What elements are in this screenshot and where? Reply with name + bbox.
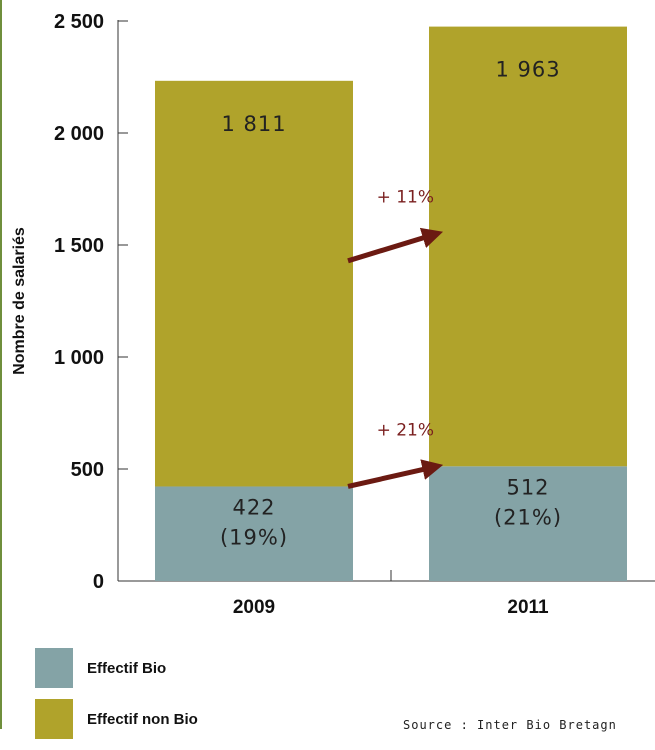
y-tick-label: 2 500 xyxy=(54,11,104,33)
data-label: 512 xyxy=(506,475,549,499)
y-tick-label: 2 000 xyxy=(54,123,104,145)
legend-label-bio: Effectif Bio xyxy=(87,659,167,677)
growth-arrow xyxy=(347,227,444,264)
growth-label: + 11% xyxy=(377,188,434,208)
x-category-label: 2011 xyxy=(507,597,549,618)
growth-arrow xyxy=(347,459,444,489)
stacked-bar-chart: 0 500 1 000 1 500 2 000 2 500 Nombre de salari… xyxy=(11,11,655,618)
legend-label-non-bio: Effectif non Bio xyxy=(87,710,198,728)
source-note: Source : Inter Bio Bretagn xyxy=(403,718,617,732)
y-tick-label: 0 xyxy=(93,571,104,593)
data-label: 1 963 xyxy=(495,58,560,82)
y-tick-label: 1 500 xyxy=(54,235,104,257)
left-border-rule xyxy=(0,0,2,729)
data-label: (19%) xyxy=(220,525,288,549)
legend-item-non-bio: Effectif non Bio xyxy=(35,699,198,739)
data-label: 1 811 xyxy=(221,112,286,136)
y-tick-label: 1 000 xyxy=(54,347,104,369)
legend-item-bio: Effectif Bio xyxy=(35,648,198,688)
bar-segment xyxy=(155,80,353,487)
bar-segment xyxy=(155,486,353,581)
data-label: 422 xyxy=(232,495,275,519)
y-axis-label: Nombre de salariés xyxy=(11,227,28,375)
legend-swatch-bio xyxy=(35,648,73,688)
y-tick-label: 500 xyxy=(71,459,104,481)
bar-segment xyxy=(429,26,627,467)
bar-segment xyxy=(429,466,627,581)
x-category-label: 2009 xyxy=(233,597,275,618)
legend-swatch-non-bio xyxy=(35,699,73,739)
data-label: (21%) xyxy=(494,505,562,529)
legend: Effectif Bio Effectif non Bio xyxy=(35,648,198,750)
growth-label: + 21% xyxy=(377,420,434,440)
